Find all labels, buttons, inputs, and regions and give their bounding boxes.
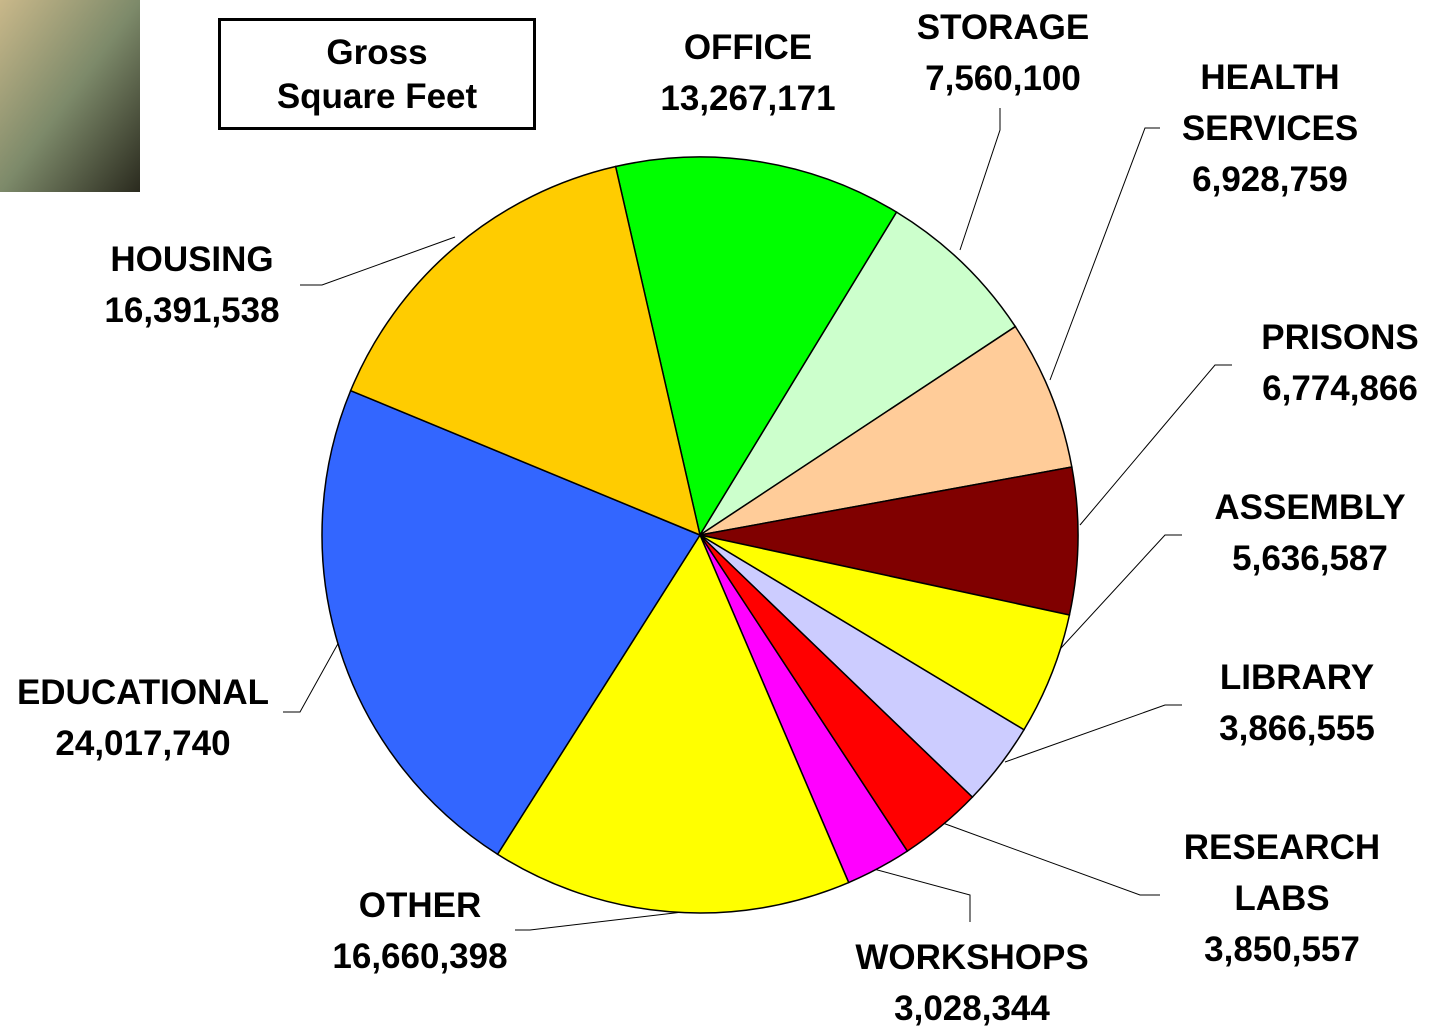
value-label: 16,391,538 — [42, 285, 342, 336]
category-label: LIBRARY — [1167, 652, 1427, 703]
category-label: PRISONS — [1210, 312, 1451, 363]
value-label: 3,866,555 — [1167, 703, 1427, 754]
category-label: RESEARCH LABS — [1167, 822, 1397, 924]
category-label: HOUSING — [42, 234, 342, 285]
value-label: 7,560,100 — [843, 53, 1163, 104]
chart-title: Gross Square Feet — [218, 18, 536, 130]
value-label: 6,928,759 — [1160, 154, 1380, 205]
photo — [0, 0, 140, 192]
category-label: OTHER — [260, 880, 580, 931]
value-label: 6,774,866 — [1210, 363, 1451, 414]
value-label: 16,660,398 — [260, 931, 580, 982]
leader-line — [940, 822, 1160, 895]
category-label: STORAGE — [843, 2, 1163, 53]
category-label: HEALTH SERVICES — [1160, 52, 1380, 154]
category-label: ASSEMBLY — [1180, 482, 1440, 533]
value-label: 24,017,740 — [0, 718, 293, 769]
value-label: 3,028,344 — [812, 983, 1132, 1034]
value-label: 3,850,557 — [1167, 924, 1397, 975]
leader-line — [1050, 128, 1160, 380]
leader-line — [870, 868, 970, 922]
value-label: 5,636,587 — [1180, 533, 1440, 584]
page: Gross Square Feet (() => { const data = … — [0, 0, 1451, 1030]
leader-line — [960, 108, 1000, 250]
category-label: WORKSHOPS — [812, 932, 1132, 983]
category-label: EDUCATIONAL — [0, 667, 293, 718]
